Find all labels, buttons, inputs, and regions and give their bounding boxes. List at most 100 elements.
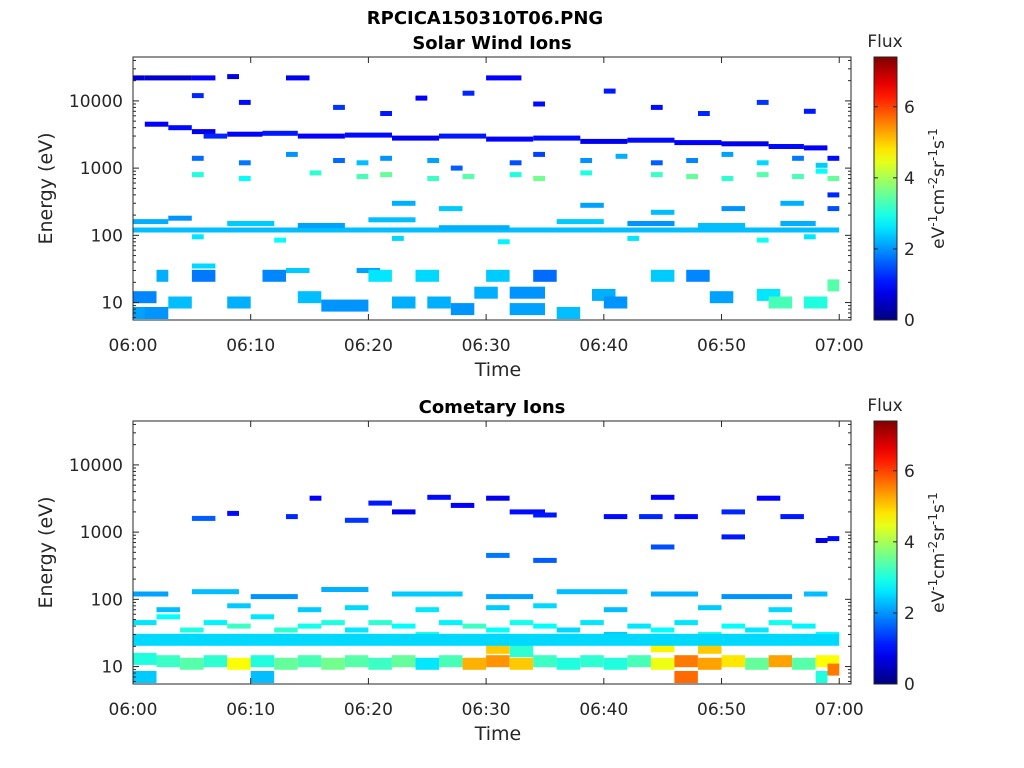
heatmap-cell xyxy=(191,93,204,99)
heatmap-cell xyxy=(627,137,675,143)
heatmap-cell xyxy=(509,303,545,316)
heatmap-cell xyxy=(203,655,228,668)
figure-title: RPCICA150310T06.PNG xyxy=(367,8,603,29)
colorbar-title: Flux xyxy=(867,396,902,416)
heatmap-cell xyxy=(439,133,487,139)
heatmap-cell xyxy=(415,95,428,101)
heatmap-cell xyxy=(533,176,545,181)
heatmap-cell xyxy=(803,591,828,597)
heatmap-cell xyxy=(392,135,440,141)
heatmap-cell xyxy=(674,514,698,520)
heatmap-cell xyxy=(721,594,793,600)
colorbar-tick-label: 2 xyxy=(904,604,915,624)
x-tick-label: 07:00 xyxy=(815,336,864,356)
heatmap-cell xyxy=(815,162,828,168)
heatmap-cell xyxy=(533,101,545,107)
y-tick-label: 1000 xyxy=(80,523,123,543)
heatmap-cell xyxy=(756,237,769,243)
x-axis-label: Time xyxy=(474,723,522,745)
heatmap-cell xyxy=(756,99,769,105)
heatmap-cell xyxy=(509,160,522,166)
colorbar-tick-label: 0 xyxy=(904,311,915,331)
heatmap-cell xyxy=(168,125,192,131)
heatmap-cell xyxy=(486,552,510,558)
heatmap-cell xyxy=(509,172,522,178)
heatmap-cell xyxy=(227,623,251,629)
heatmap-cell xyxy=(133,75,145,81)
heatmap-cell xyxy=(486,75,522,81)
heatmap-cell xyxy=(792,155,804,161)
heatmap-cell xyxy=(650,269,675,282)
heatmap-cell xyxy=(650,209,675,215)
y-tick-label: 10 xyxy=(101,294,123,314)
heatmap-cell xyxy=(274,627,298,633)
heatmap-cell xyxy=(827,206,840,212)
heatmap-cell xyxy=(615,153,628,159)
heatmap-cell xyxy=(344,655,369,668)
heatmap-cell xyxy=(721,176,734,181)
heatmap-cell xyxy=(768,607,793,613)
heatmap-cell xyxy=(580,655,604,668)
heatmap-cell xyxy=(650,172,663,178)
heatmap-cell xyxy=(827,663,840,676)
heatmap-cell xyxy=(698,111,710,116)
heatmap-cell xyxy=(356,160,369,166)
heatmap-cell xyxy=(286,151,298,157)
heatmap-cell xyxy=(533,135,581,141)
solar-wind-title: Solar Wind Ions xyxy=(412,33,571,54)
heatmap-cell xyxy=(450,502,475,508)
heatmap-cell xyxy=(439,225,510,231)
heatmap-cell xyxy=(262,130,298,136)
heatmap-cell xyxy=(203,133,228,139)
x-tick-label: 06:10 xyxy=(226,336,275,356)
heatmap-cell xyxy=(721,623,745,629)
heatmap-cell xyxy=(486,605,510,611)
x-tick-label: 07:00 xyxy=(815,700,864,720)
heatmap-cell xyxy=(462,623,487,629)
heatmap-cell xyxy=(580,620,604,626)
x-axis-label: Time xyxy=(474,359,522,381)
heatmap-cell xyxy=(603,88,616,94)
heatmap-cell xyxy=(439,655,463,668)
heatmap-cell xyxy=(827,279,840,292)
solar-wind-cells xyxy=(133,74,840,319)
heatmap-cell xyxy=(133,591,169,597)
heatmap-cell xyxy=(509,657,534,670)
heatmap-cell xyxy=(309,495,322,501)
solar-wind-panel: Solar Wind Ions 06:00 06:10 06:20 06:30 06:40… xyxy=(35,32,949,381)
heatmap-cell xyxy=(344,517,369,523)
heatmap-cell xyxy=(603,607,628,613)
heatmap-cell xyxy=(768,620,793,626)
y-tick-label: 100 xyxy=(91,590,123,610)
heatmap-cell xyxy=(462,90,475,96)
heatmap-cell xyxy=(250,594,298,600)
colorbar-tick-label: 6 xyxy=(904,98,915,118)
heatmap-cell xyxy=(227,131,263,137)
heatmap-cell xyxy=(227,510,239,516)
heatmap-cell xyxy=(238,99,251,105)
heatmap-cell xyxy=(321,620,345,626)
heatmap-cell xyxy=(580,158,593,163)
heatmap-cell xyxy=(827,192,840,198)
heatmap-cell xyxy=(321,299,369,312)
heatmap-cell xyxy=(533,269,557,282)
x-tick-label: 06:00 xyxy=(109,700,158,720)
heatmap-cell xyxy=(133,620,157,626)
heatmap-cell xyxy=(191,129,216,135)
heatmap-cell xyxy=(344,627,369,633)
heatmap-cell xyxy=(144,121,169,127)
heatmap-cell xyxy=(768,655,793,668)
heatmap-cell xyxy=(650,657,675,670)
colorbar-label: eV-1cm-2sr-1s-1 xyxy=(926,492,949,613)
heatmap-cell xyxy=(333,104,345,110)
colorbar xyxy=(873,420,898,685)
heatmap-cell xyxy=(556,657,581,670)
heatmap-cell xyxy=(133,671,157,683)
heatmap-cell xyxy=(509,645,534,658)
heatmap-cell xyxy=(792,657,816,670)
heatmap-cell xyxy=(356,174,369,179)
heatmap-cell xyxy=(686,174,698,179)
heatmap-cell xyxy=(297,133,345,139)
heatmap-cell xyxy=(803,145,828,151)
